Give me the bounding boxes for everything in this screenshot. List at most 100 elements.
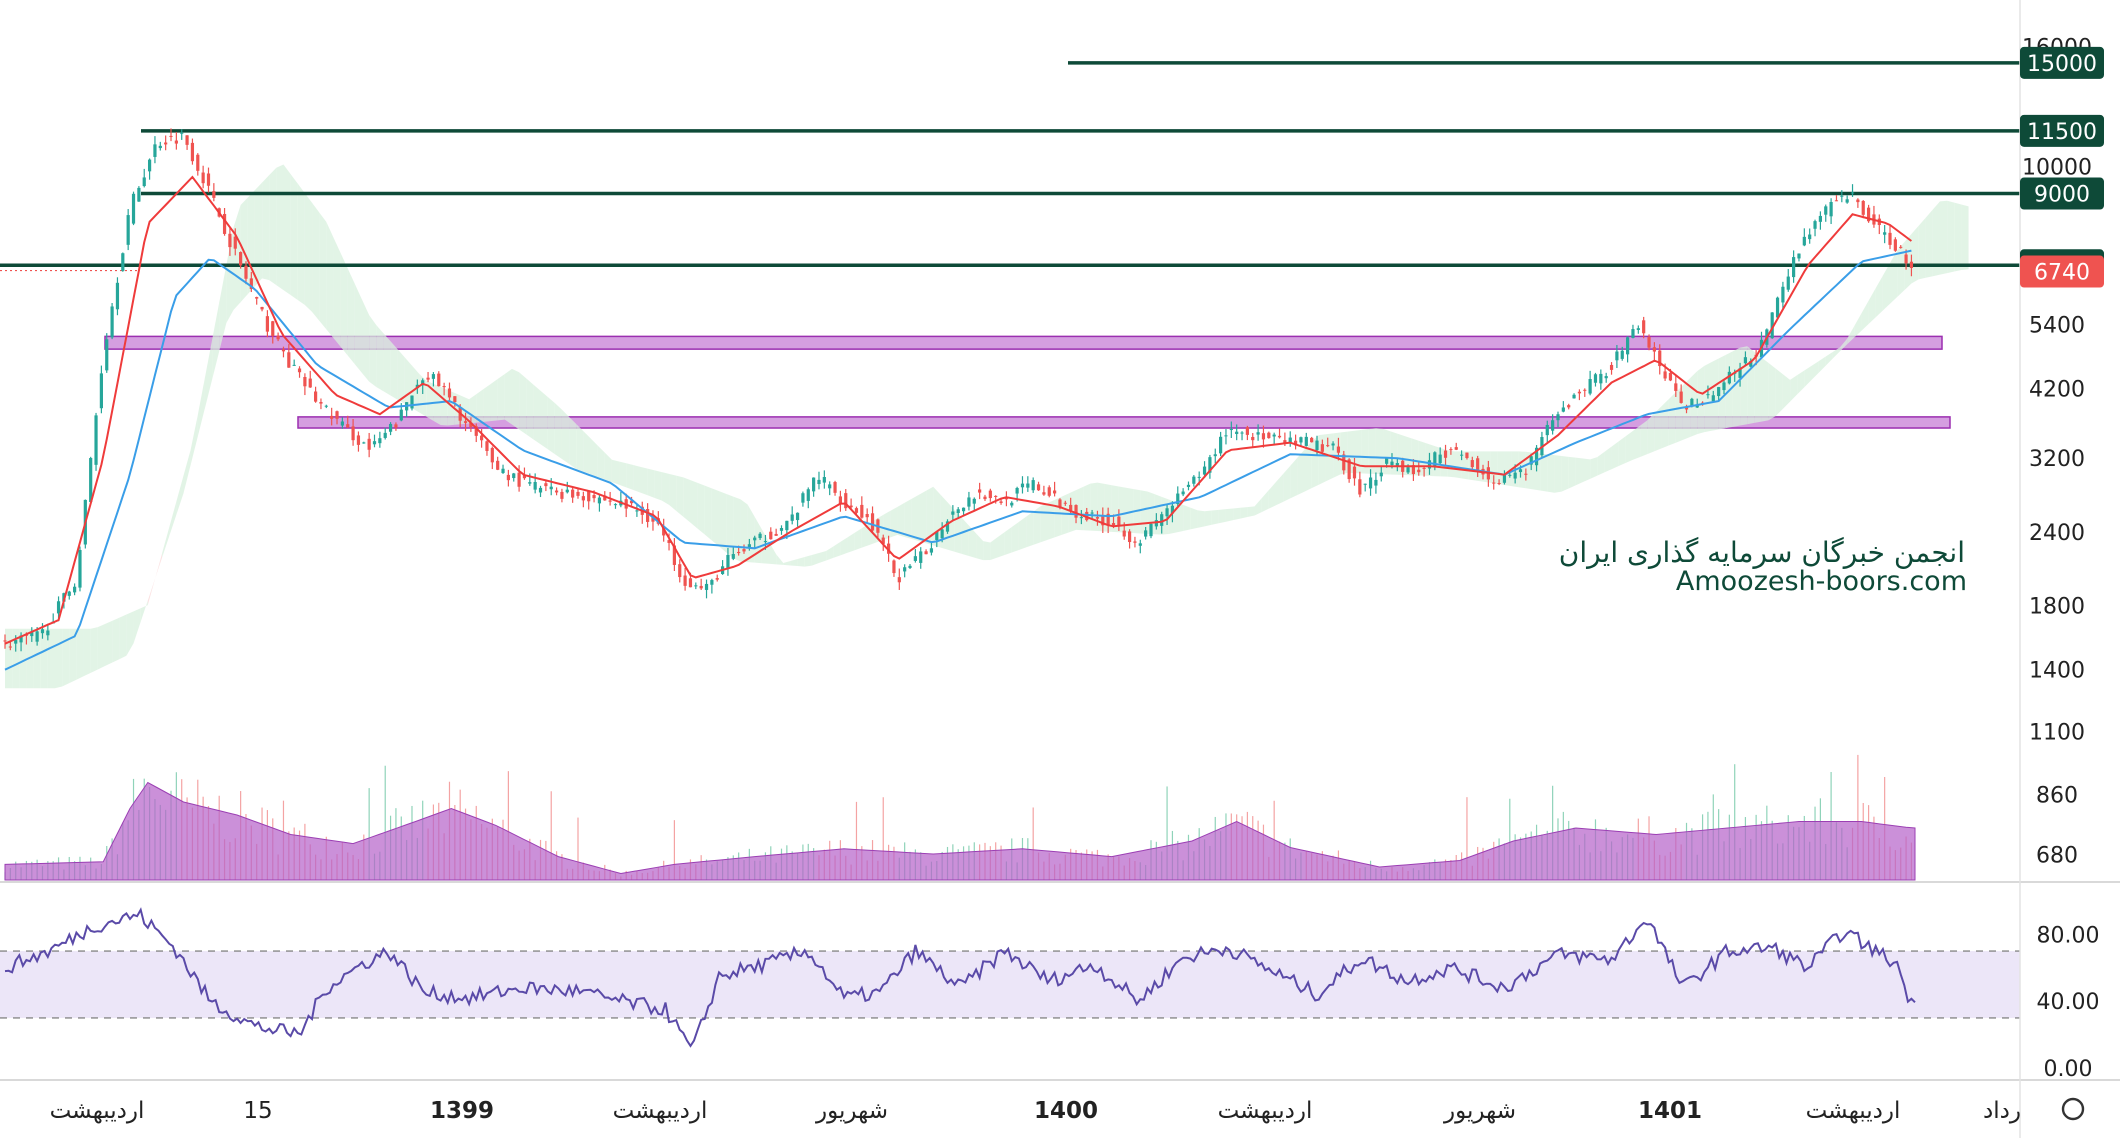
candle-body xyxy=(469,422,473,428)
candle-body xyxy=(1845,199,1849,203)
cloud-segment xyxy=(497,373,505,421)
cloud-segment xyxy=(1882,262,1891,311)
candle-body xyxy=(115,282,120,310)
cloud-segment xyxy=(154,553,163,580)
cloud-segment xyxy=(1661,399,1669,449)
cloud-segment xyxy=(290,174,298,301)
cloud-segment xyxy=(1840,338,1848,352)
candle-body xyxy=(463,421,468,423)
support-zone xyxy=(104,335,1943,350)
candle-body xyxy=(1829,201,1833,217)
candle-body xyxy=(1883,232,1887,235)
cloud-segment xyxy=(1011,521,1019,553)
cloud-segment xyxy=(704,485,712,541)
candle-body xyxy=(399,409,403,421)
candle-body xyxy=(40,629,45,634)
candle-body xyxy=(313,391,318,402)
cloud-segment xyxy=(504,368,512,425)
cloud-segment xyxy=(1961,204,1969,270)
candle-body xyxy=(1459,454,1464,456)
cloud-segment xyxy=(897,502,905,537)
candle-body xyxy=(265,316,270,332)
cloud-segment xyxy=(861,523,869,548)
fast-moving-average-line xyxy=(4,175,1913,645)
candle-body xyxy=(1106,513,1110,525)
cloud-segment xyxy=(1297,449,1305,495)
candle-body xyxy=(394,424,398,428)
cloud-segment xyxy=(112,617,120,663)
candle-body xyxy=(603,495,607,501)
candle-body xyxy=(1738,368,1742,378)
candle-body xyxy=(56,601,61,614)
cloud-segment xyxy=(954,510,962,554)
candle-body xyxy=(726,554,730,569)
cloud-segment xyxy=(540,390,548,450)
candle-body xyxy=(704,583,709,590)
candle-body xyxy=(919,551,923,563)
cloud-segment xyxy=(904,498,912,540)
candle-body xyxy=(763,541,768,543)
candle-body xyxy=(89,458,93,503)
candle-body xyxy=(185,135,189,145)
cloud-segment xyxy=(1768,363,1776,421)
candle-body xyxy=(490,447,494,463)
cloud-segment xyxy=(561,409,570,464)
candle-body xyxy=(1797,253,1801,259)
candle-body xyxy=(924,551,928,555)
candle-body xyxy=(731,554,735,559)
candle-body xyxy=(1792,257,1796,278)
candle-body xyxy=(3,640,7,642)
candle-body xyxy=(233,236,237,249)
cloud-segment xyxy=(247,190,255,295)
cloud-segment xyxy=(226,227,234,323)
cloud-segment xyxy=(169,501,177,537)
candle-body xyxy=(383,432,387,438)
candle-body xyxy=(1122,530,1126,537)
cloud-segment xyxy=(690,480,698,529)
candle-body xyxy=(1808,234,1812,240)
cloud-segment xyxy=(1590,457,1598,479)
y-tick-label: 5400 xyxy=(2029,313,2085,338)
candle-body xyxy=(281,349,286,352)
cloud-segment xyxy=(1654,406,1662,452)
candle-body xyxy=(747,544,751,548)
candle-body xyxy=(174,140,178,144)
cloud-segment xyxy=(376,325,384,392)
candle-body xyxy=(908,565,912,568)
candle-body xyxy=(978,489,982,493)
cloud-segment xyxy=(1954,202,1962,272)
candle-body xyxy=(865,514,869,518)
candle-body xyxy=(1004,498,1009,500)
cloud-segment xyxy=(362,299,370,382)
candle-body xyxy=(30,632,34,637)
candle-body xyxy=(1117,516,1121,526)
level-price-label: 9000 xyxy=(2034,183,2090,208)
candle-body xyxy=(1663,371,1667,379)
cloud-segment xyxy=(533,384,541,445)
candle-body xyxy=(1090,512,1094,514)
candle-body xyxy=(1047,487,1051,496)
cloud-segment xyxy=(326,221,334,339)
watermark-line-1: انجمن خبرگان سرمایه گذاری ایران xyxy=(1559,536,1965,569)
level-price-badge xyxy=(2020,46,2104,79)
candle-body xyxy=(308,378,312,388)
cloud-segment xyxy=(69,628,77,684)
cloud-segment xyxy=(104,620,113,667)
candle-body xyxy=(838,496,843,505)
candle-body xyxy=(388,423,393,432)
candle-body xyxy=(1717,387,1721,397)
candle-body xyxy=(110,306,114,338)
cloud-segment xyxy=(1932,201,1940,277)
settings-gear-icon[interactable] xyxy=(2061,1097,2085,1121)
cloud-segment xyxy=(854,528,862,551)
candle-body xyxy=(1470,460,1474,468)
cloud-segment xyxy=(397,349,405,404)
candle-body xyxy=(1626,337,1630,355)
candle-body xyxy=(629,500,634,504)
candle-body xyxy=(1508,474,1512,476)
x-tick-label: رداد xyxy=(1983,1098,2021,1124)
candle-body xyxy=(1069,504,1073,511)
cloud-segment xyxy=(783,561,791,566)
slow-moving-average-line xyxy=(4,249,1912,671)
candle-body xyxy=(860,504,864,518)
